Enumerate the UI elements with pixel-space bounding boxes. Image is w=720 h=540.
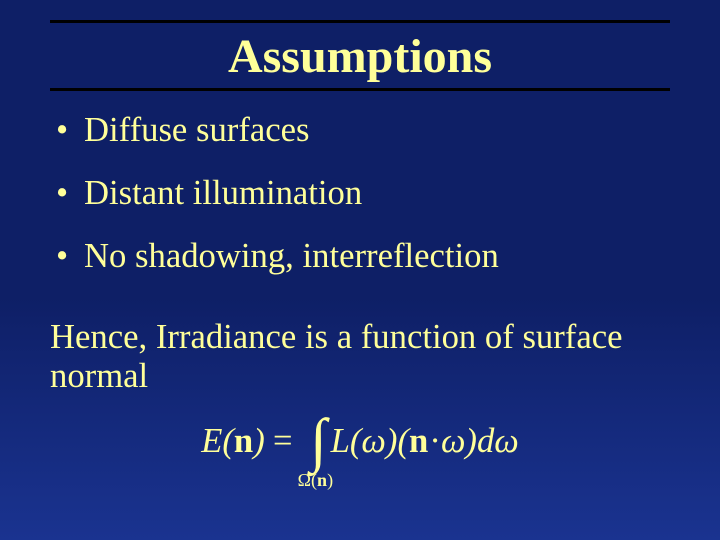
dot-op: · <box>428 422 441 461</box>
equation: E(n) = ∫ Ω(n) L(ω)(n·ω)dω <box>50 418 670 508</box>
limit-arg: n <box>317 470 327 490</box>
dot-lhs: n <box>409 422 428 461</box>
bullet-list: Diffuse surfaces Distant illumination No… <box>50 111 670 276</box>
eq-lhs-arg: n <box>234 422 253 461</box>
eq-lhs-var: E <box>201 422 222 461</box>
integral-limit: Ω(n) <box>298 470 333 491</box>
under-title-rule <box>50 88 670 91</box>
eq-open-paren: ( <box>222 422 234 461</box>
conclusion-text: Hence, Irradiance is a function of surfa… <box>50 318 670 396</box>
bullet-item: Diffuse surfaces <box>50 111 670 150</box>
bullet-item: Distant illumination <box>50 174 670 213</box>
integrand-L-arg: ω <box>361 422 385 461</box>
slide: Assumptions Diffuse surfaces Distant ill… <box>0 0 720 540</box>
integral-block: ∫ Ω(n) <box>300 418 330 465</box>
dot-open-paren: ( <box>397 422 409 461</box>
bullet-item: No shadowing, interreflection <box>50 237 670 276</box>
eq-equals: = <box>265 422 300 461</box>
integrand-open-paren: ( <box>350 422 362 461</box>
limit-close-paren: ) <box>327 470 333 490</box>
integral-sign: ∫ <box>300 422 330 458</box>
dot-close-paren: ) <box>465 422 477 461</box>
slide-title: Assumptions <box>50 23 670 88</box>
integrand-close-paren: ) <box>386 422 398 461</box>
dot-rhs: ω <box>441 422 465 461</box>
integrand-L: L <box>331 422 350 461</box>
eq-close-paren: ) <box>253 422 265 461</box>
differential: dω <box>477 422 519 461</box>
limit-prefix: Ω <box>298 470 311 490</box>
